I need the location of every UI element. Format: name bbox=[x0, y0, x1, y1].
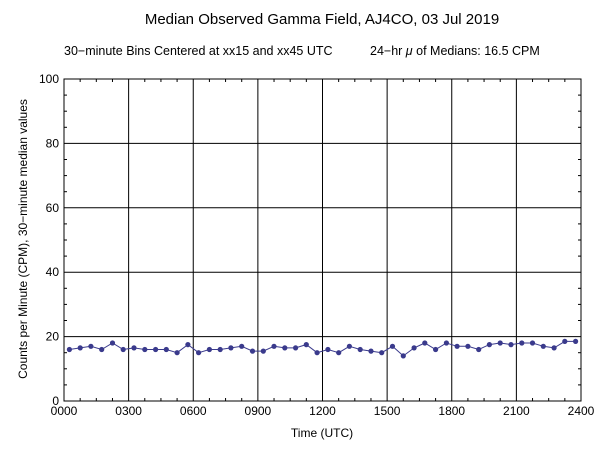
x-tick-label: 0300 bbox=[115, 404, 142, 418]
data-point bbox=[131, 345, 137, 351]
subtitle-right-prefix: 24−hr bbox=[370, 44, 406, 58]
plot-frame bbox=[63, 78, 582, 402]
data-point bbox=[228, 345, 234, 351]
data-point bbox=[77, 345, 83, 351]
data-point bbox=[282, 345, 288, 351]
data-point bbox=[389, 343, 396, 349]
data-point bbox=[443, 340, 449, 346]
data-point bbox=[163, 346, 169, 353]
data-point bbox=[519, 340, 525, 346]
data-point bbox=[271, 343, 277, 349]
data-point bbox=[529, 340, 536, 346]
data-point bbox=[293, 345, 299, 351]
data-point bbox=[153, 346, 159, 353]
y-tick-label: 100 bbox=[39, 72, 59, 86]
x-tick-label: 2400 bbox=[568, 404, 595, 418]
x-tick-label: 1500 bbox=[374, 404, 401, 418]
y-tick-label: 20 bbox=[46, 330, 60, 344]
data-point bbox=[551, 345, 557, 351]
data-point bbox=[196, 350, 202, 356]
data-point bbox=[562, 338, 568, 344]
data-point bbox=[99, 346, 105, 353]
subtitle-right-suffix: of Medians: 16.5 CPM bbox=[413, 44, 540, 58]
y-tick-label: 60 bbox=[46, 201, 60, 215]
data-point bbox=[185, 342, 191, 348]
data-point bbox=[88, 343, 94, 349]
subtitle-right-mu: μ bbox=[405, 44, 413, 58]
x-tick-label: 0000 bbox=[51, 404, 78, 418]
x-tick-label: 1800 bbox=[438, 404, 465, 418]
data-point bbox=[346, 343, 352, 349]
plot-area: 0000 0300 0600 0900 1200 1500 1800 2100 2400 0 20 4… bbox=[39, 72, 595, 418]
data-point bbox=[411, 345, 417, 351]
data-point bbox=[433, 346, 439, 353]
data-point bbox=[120, 346, 126, 353]
y-tick-label: 0 bbox=[52, 394, 59, 408]
data-point bbox=[303, 342, 309, 348]
data-point bbox=[249, 348, 256, 354]
data-point bbox=[109, 340, 116, 346]
data-point bbox=[476, 346, 482, 353]
data-point bbox=[66, 346, 72, 353]
data-point bbox=[540, 343, 546, 349]
data-point bbox=[400, 353, 406, 359]
x-axis-label: Time (UTC) bbox=[291, 426, 353, 440]
chart-subtitle-right: 24−hr μ of Medians: 16.5 CPM bbox=[370, 44, 540, 58]
chart-title: Median Observed Gamma Field, AJ4CO, 03 J… bbox=[145, 11, 499, 28]
data-point bbox=[454, 343, 460, 349]
data-point bbox=[336, 350, 342, 356]
data-point bbox=[217, 346, 223, 353]
chart-subtitle-left: 30−minute Bins Centered at xx15 and xx45… bbox=[64, 44, 333, 58]
data-point bbox=[422, 340, 428, 346]
x-tick-label: 2100 bbox=[503, 404, 530, 418]
data-point bbox=[497, 340, 503, 346]
data-point bbox=[573, 338, 579, 344]
data-point bbox=[357, 346, 363, 353]
data-point bbox=[379, 350, 385, 356]
data-point bbox=[174, 350, 180, 356]
y-tick-label: 40 bbox=[46, 265, 60, 279]
x-tick-label: 0600 bbox=[180, 404, 207, 418]
y-axis-label: Counts per Minute (CPM), 30−minute media… bbox=[16, 99, 30, 379]
data-point bbox=[206, 346, 212, 353]
data-point bbox=[486, 342, 492, 348]
data-point bbox=[465, 343, 471, 349]
data-point bbox=[314, 350, 320, 356]
data-point bbox=[239, 343, 245, 349]
x-tick-label: 1200 bbox=[309, 404, 336, 418]
x-tick-label: 0900 bbox=[245, 404, 272, 418]
data-point bbox=[325, 346, 331, 353]
data-point bbox=[260, 348, 266, 354]
data-point bbox=[142, 346, 148, 353]
y-tick-label: 80 bbox=[46, 136, 60, 150]
data-point bbox=[368, 348, 374, 354]
data-point bbox=[508, 342, 514, 348]
